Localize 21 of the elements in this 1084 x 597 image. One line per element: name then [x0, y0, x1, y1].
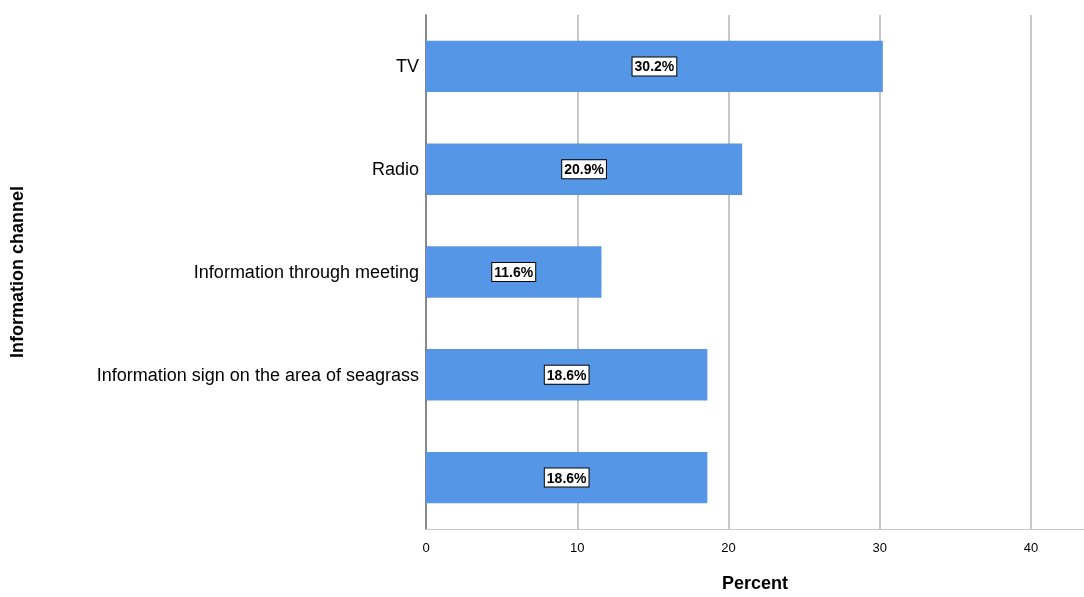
data-label: 30.2%: [634, 58, 675, 75]
data-label: 20.9%: [564, 161, 605, 178]
x-tick-label: 20: [721, 540, 736, 555]
x-tick-label: 40: [1023, 540, 1039, 555]
data-label: 18.6%: [546, 469, 588, 486]
x-tick-label: 10: [570, 540, 585, 555]
bar: [426, 451, 708, 504]
y-tick-label: Information through meeting: [193, 262, 419, 282]
x-tick-label: 0: [422, 540, 430, 555]
y-axis-title: Information channel: [7, 185, 27, 359]
y-tick-label: Information sign on the area of seagrass: [96, 364, 419, 385]
bar: [426, 143, 743, 195]
y-tick-label: TV: [395, 56, 419, 77]
x-tick-label: 30: [872, 540, 888, 555]
y-tick-label: Radio: [371, 159, 419, 180]
bar: [426, 40, 883, 93]
bar: [426, 246, 602, 298]
data-label: 18.6%: [546, 366, 588, 383]
data-label: 11.6%: [494, 264, 534, 280]
bar: [426, 349, 708, 401]
x-axis-title: Percent: [721, 573, 789, 593]
